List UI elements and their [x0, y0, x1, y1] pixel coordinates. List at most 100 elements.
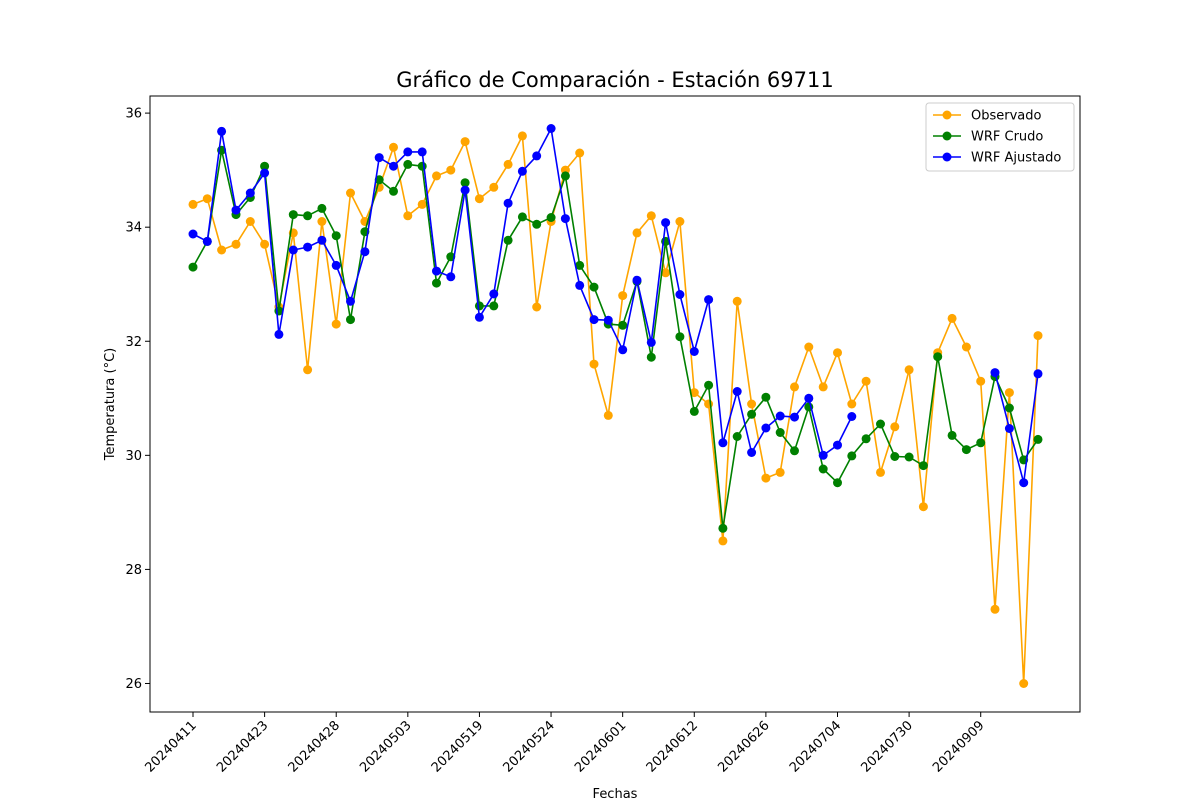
data-point-observado: [446, 165, 456, 175]
data-point-observado: [661, 268, 671, 278]
data-point-observado: [833, 348, 842, 358]
data-point-wrf-crudo: [761, 392, 771, 402]
series-layer: [188, 124, 1043, 688]
data-point-wrf-ajustado: [747, 448, 757, 457]
data-point-observado: [260, 239, 270, 249]
legend-box: [925, 102, 1075, 172]
data-point-wrf-crudo: [403, 159, 413, 169]
data-point-wrf-ajustado: [675, 290, 685, 299]
x-tick-label: 20240423: [214, 718, 271, 775]
data-point-wrf-ajustado: [646, 337, 656, 347]
data-point-wrf-ajustado: [618, 345, 628, 355]
data-point-wrf-crudo: [976, 438, 986, 448]
data-point-observado: [918, 502, 928, 512]
data-point-wrf-crudo: [933, 352, 943, 362]
data-point-wrf-crudo: [790, 446, 799, 456]
data-point-wrf-crudo: [704, 380, 714, 390]
data-point-observado: [1004, 388, 1014, 398]
data-point-observado: [718, 536, 728, 546]
data-point-wrf-crudo: [331, 231, 341, 241]
x-tick-label: 20240601: [572, 718, 629, 775]
data-point-observado: [603, 410, 613, 420]
data-point-wrf-crudo: [317, 203, 327, 213]
legend-marker-wrf-ajustado: [942, 152, 952, 162]
data-point-observado: [775, 467, 785, 477]
y-tick-label: 30: [125, 449, 142, 464]
y-axis-label: Temperatura (°C): [103, 348, 118, 461]
data-point-wrf-ajustado: [718, 438, 728, 448]
data-point-wrf-ajustado: [704, 295, 714, 305]
data-point-wrf-crudo: [503, 235, 513, 245]
data-point-observado: [747, 399, 757, 409]
series-wrf-ajustado: [188, 124, 1043, 488]
x-tick-label: 20240626: [715, 718, 772, 775]
data-point-observado: [403, 211, 413, 221]
data-point-wrf-ajustado: [217, 126, 227, 136]
data-point-observado: [188, 199, 198, 209]
data-point-wrf-ajustado: [389, 161, 398, 171]
data-point-wrf-ajustado: [1033, 369, 1043, 379]
series-observado: [188, 131, 1043, 688]
data-point-observado: [732, 296, 742, 306]
data-point-wrf-ajustado: [460, 185, 470, 195]
data-point-wrf-ajustado: [632, 275, 642, 285]
x-tick-label: 20240909: [930, 718, 987, 775]
data-point-observado: [804, 342, 814, 352]
data-point-wrf-crudo: [560, 171, 570, 181]
data-point-observado: [503, 159, 513, 169]
data-point-wrf-crudo: [517, 212, 527, 222]
data-point-observado: [331, 319, 341, 329]
data-point-wrf-crudo: [532, 219, 542, 229]
data-point-wrf-crudo: [417, 161, 427, 171]
data-point-observado: [646, 211, 656, 221]
data-point-observado: [474, 194, 484, 204]
data-point-wrf-crudo: [675, 332, 685, 342]
data-point-wrf-crudo: [432, 278, 441, 288]
data-point-wrf-ajustado: [775, 411, 785, 421]
chart-title: Gráfico de Comparación - Estación 69711: [396, 68, 833, 92]
data-point-observado: [346, 188, 355, 198]
x-axis: 20240411 20240423 20240428 20240503 20240519…: [142, 712, 988, 776]
data-point-wrf-ajustado: [1004, 424, 1014, 433]
data-point-wrf-crudo: [575, 260, 585, 270]
y-tick-label: 32: [125, 335, 142, 350]
data-point-wrf-crudo: [1033, 434, 1043, 444]
data-point-wrf-ajustado: [575, 280, 585, 290]
data-point-observado: [317, 217, 327, 226]
data-point-observado: [890, 422, 900, 432]
data-point-observado: [904, 365, 914, 375]
y-axis: 26 28 30 32 34 36: [125, 107, 150, 692]
data-point-wrf-ajustado: [417, 147, 427, 157]
data-point-observado: [761, 473, 771, 483]
data-point-wrf-ajustado: [1019, 478, 1029, 488]
data-point-observado: [417, 199, 427, 209]
data-point-wrf-ajustado: [489, 289, 499, 299]
data-point-observado: [876, 467, 885, 477]
x-tick-label: 20240524: [500, 718, 557, 775]
data-point-wrf-ajustado: [532, 151, 542, 161]
data-point-wrf-crudo: [589, 282, 599, 292]
data-point-wrf-crudo: [732, 432, 742, 441]
y-tick-label: 34: [125, 221, 142, 236]
data-point-observado: [947, 313, 957, 323]
x-tick-label: 20240612: [644, 718, 701, 775]
data-point-wrf-ajustado: [188, 229, 198, 239]
data-point-observado: [217, 245, 227, 255]
data-point-wrf-ajustado: [303, 242, 313, 252]
data-point-wrf-ajustado: [231, 205, 241, 215]
data-point-wrf-crudo: [833, 478, 842, 488]
data-point-observado: [589, 359, 599, 369]
y-tick-label: 28: [125, 563, 142, 578]
data-point-wrf-ajustado: [833, 440, 842, 450]
data-point-wrf-ajustado: [288, 245, 298, 255]
data-point-wrf-ajustado: [202, 236, 212, 246]
data-point-wrf-crudo: [288, 210, 298, 220]
data-point-wrf-ajustado: [689, 347, 699, 356]
data-point-observado: [689, 388, 699, 398]
data-point-wrf-crudo: [747, 409, 757, 419]
data-point-wrf-ajustado: [331, 260, 341, 270]
series-line-observado: [192, 135, 1039, 685]
legend: Observado WRF Crudo WRF Ajustado: [925, 102, 1075, 172]
data-point-wrf-ajustado: [790, 412, 799, 422]
data-point-wrf-crudo: [646, 352, 656, 362]
